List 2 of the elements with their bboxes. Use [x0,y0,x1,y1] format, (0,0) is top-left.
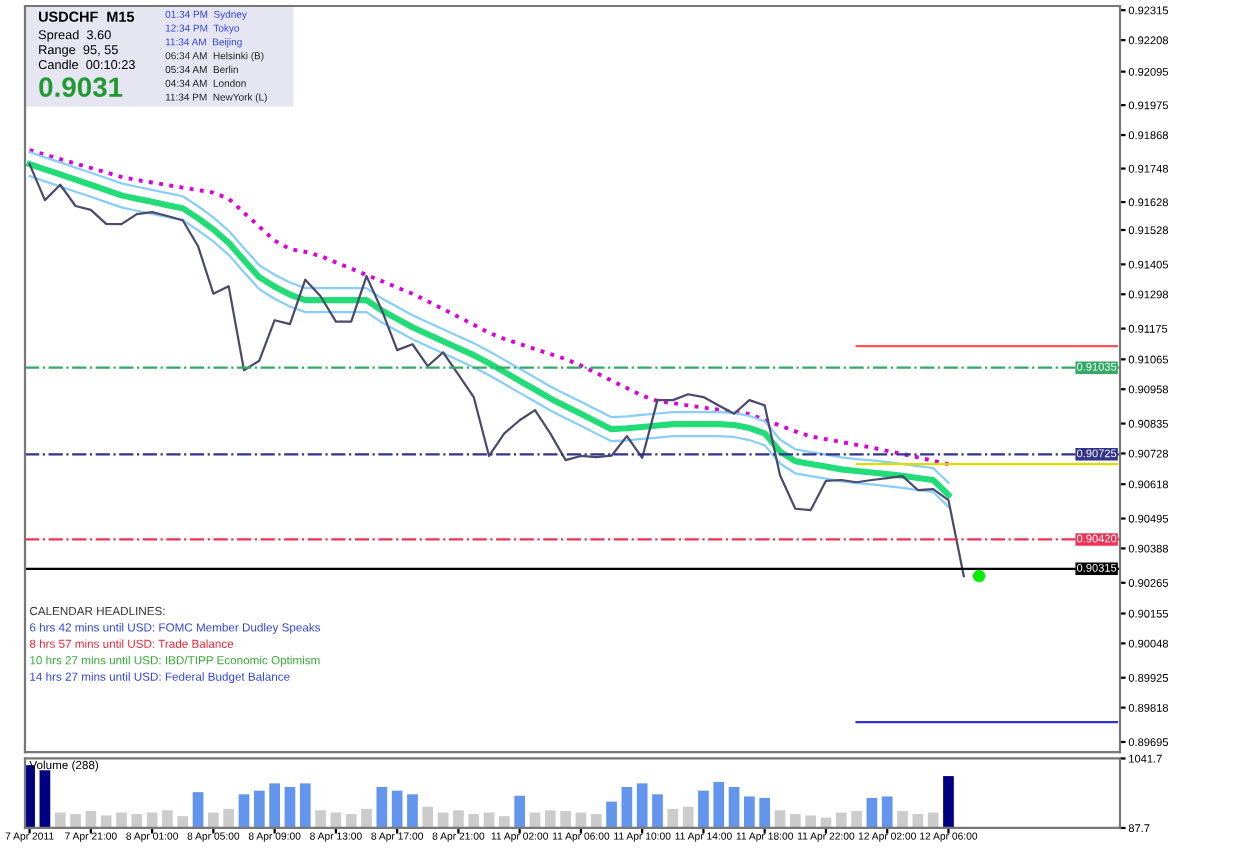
annotation: 0.9031 [39,77,123,98]
line-series [28,162,965,578]
